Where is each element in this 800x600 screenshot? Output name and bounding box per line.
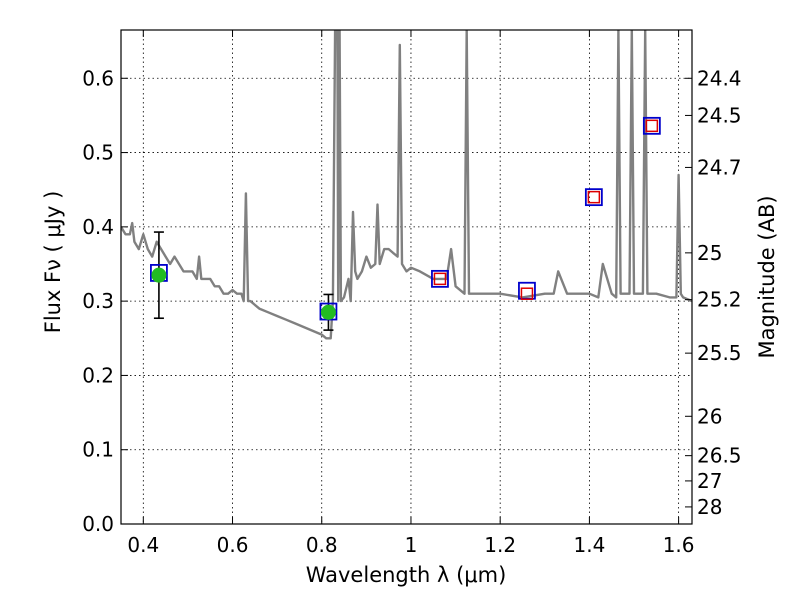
model-photometry-square bbox=[584, 188, 603, 207]
plot-frame bbox=[120, 29, 693, 525]
y-tick-label: 0.1 bbox=[82, 438, 114, 462]
upper-limit-square bbox=[645, 119, 659, 133]
observed-flux-point bbox=[151, 267, 167, 283]
y-tick-label: 0.3 bbox=[82, 289, 114, 313]
upper-limit-square bbox=[433, 272, 447, 286]
y-axis-title: Flux Fν ( μJy ) bbox=[41, 191, 65, 334]
y2-tick-label: 24.7 bbox=[697, 155, 742, 179]
y-tick-label: 0.0 bbox=[82, 512, 114, 536]
axis-ticks bbox=[121, 30, 692, 525]
y2-tick-label: 28 bbox=[697, 495, 722, 519]
y2-tick-label: 24.4 bbox=[697, 66, 742, 90]
observed-flux-point bbox=[320, 304, 336, 320]
x-axis-title: Wavelength λ (μm) bbox=[306, 563, 507, 587]
upper-limit-square bbox=[587, 190, 601, 204]
y2-tick-label: 25.5 bbox=[697, 341, 742, 365]
y2-tick-label: 27 bbox=[697, 469, 722, 493]
y-tick-label: 0.5 bbox=[82, 141, 114, 165]
y-tick-labels: 0.0 0.1 0.2 0.3 0.4 0.5 0.6 bbox=[82, 66, 114, 536]
x-tick-label: 0.4 bbox=[127, 533, 159, 557]
x-tick-label: 1.2 bbox=[484, 533, 516, 557]
y2-tick-label: 25.2 bbox=[697, 288, 742, 312]
model-photometry-square bbox=[642, 116, 661, 135]
model-photometry-square bbox=[431, 269, 449, 288]
plot-background bbox=[121, 30, 692, 524]
x-tick-label: 0.6 bbox=[217, 533, 249, 557]
upper-limit-square bbox=[520, 287, 534, 300]
x-tick-label: 1.4 bbox=[573, 533, 605, 557]
y2-axis-title: Magnitude (AB) bbox=[755, 195, 779, 358]
model-spectrum-line bbox=[121, 30, 692, 340]
x-tick-label: 1 bbox=[405, 533, 418, 557]
y2-tick-label: 26 bbox=[697, 404, 722, 428]
y-tick-label: 0.4 bbox=[82, 215, 114, 239]
y2-tick-label: 26.5 bbox=[697, 444, 742, 468]
y2-tick-label: 25 bbox=[697, 241, 722, 265]
x-tick-labels: 0.4 0.6 0.8 1 1.2 1.4 1.6 bbox=[127, 533, 694, 557]
y-tick-label: 0.2 bbox=[82, 363, 114, 387]
x-tick-label: 1.6 bbox=[663, 533, 695, 557]
x-tick-label: 0.8 bbox=[306, 533, 338, 557]
y2-tick-label: 24.5 bbox=[697, 103, 742, 127]
photometry-markers bbox=[150, 116, 661, 331]
y-tick-label: 0.6 bbox=[82, 66, 114, 90]
